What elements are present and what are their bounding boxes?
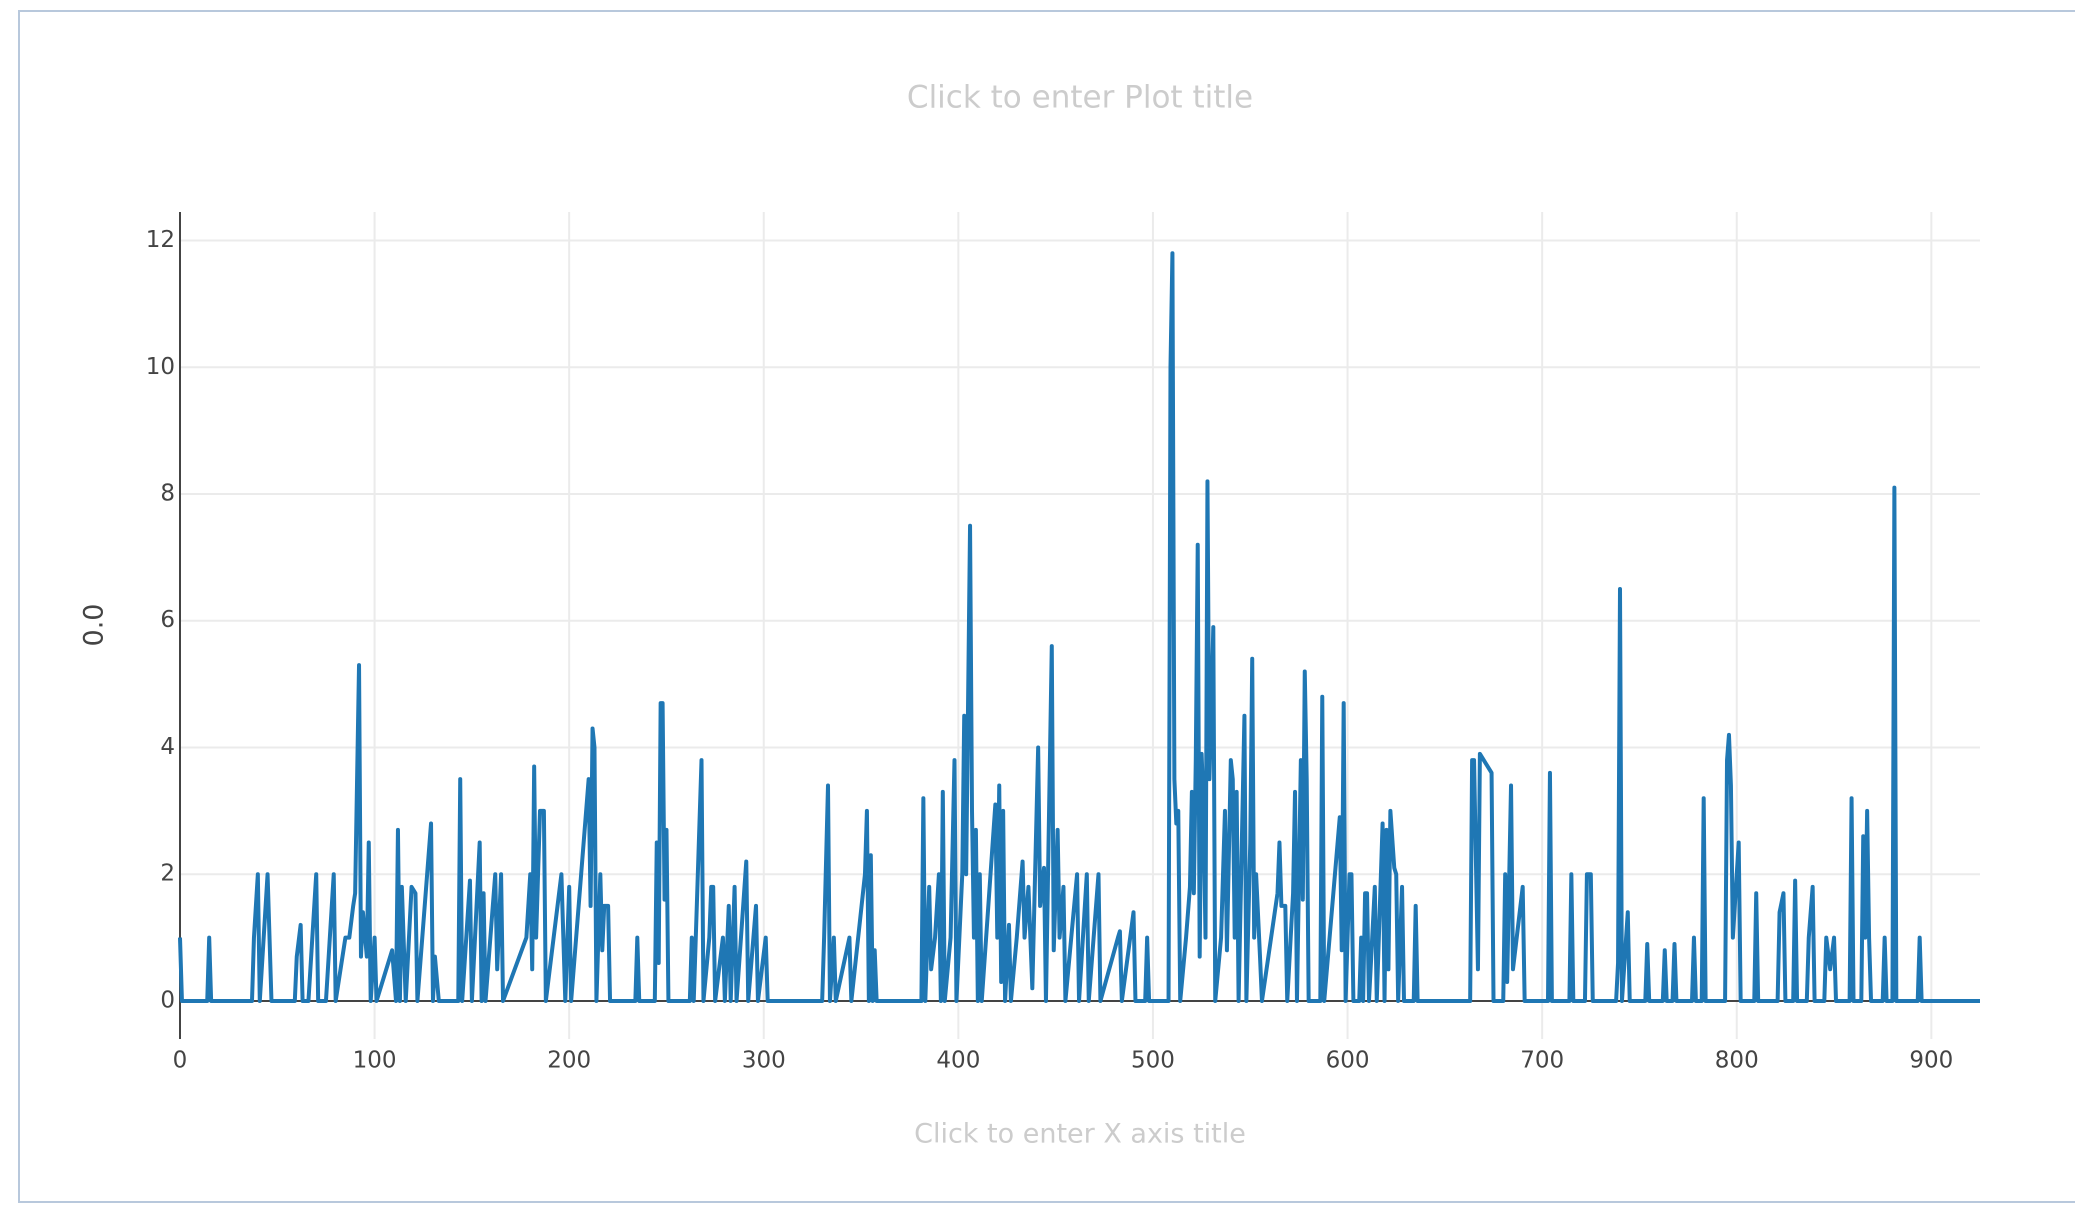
y-tick-label: 2 xyxy=(160,861,175,887)
chart-title[interactable]: Click to enter Plot title xyxy=(907,80,1253,116)
y-tick-label: 8 xyxy=(160,481,175,507)
x-tick-label: 900 xyxy=(1909,1048,1953,1074)
x-tick-label: 100 xyxy=(353,1048,397,1074)
y-tick-label: 12 xyxy=(146,227,175,253)
plot-area xyxy=(178,251,1980,1003)
x-tick-label: 0 xyxy=(173,1048,188,1074)
x-tick-label: 500 xyxy=(1131,1048,1175,1074)
y-tick-label: 0 xyxy=(160,987,175,1013)
x-tick-label: 400 xyxy=(936,1048,980,1074)
y-tick-label: 4 xyxy=(160,734,175,760)
x-tick-label: 600 xyxy=(1326,1048,1370,1074)
frame xyxy=(18,10,2075,1203)
y-tick-label: 6 xyxy=(160,607,175,633)
data-line xyxy=(178,251,1980,1003)
x-tick-label: 300 xyxy=(742,1048,786,1074)
x-tick-label: 700 xyxy=(1520,1048,1564,1074)
x-tick-label: 800 xyxy=(1715,1048,1759,1074)
y-tick-label: 10 xyxy=(146,354,175,380)
y-axis-title[interactable]: 0.0 xyxy=(79,604,110,647)
x-axis-title[interactable]: Click to enter X axis title xyxy=(914,1119,1246,1150)
x-tick-label: 200 xyxy=(547,1048,591,1074)
